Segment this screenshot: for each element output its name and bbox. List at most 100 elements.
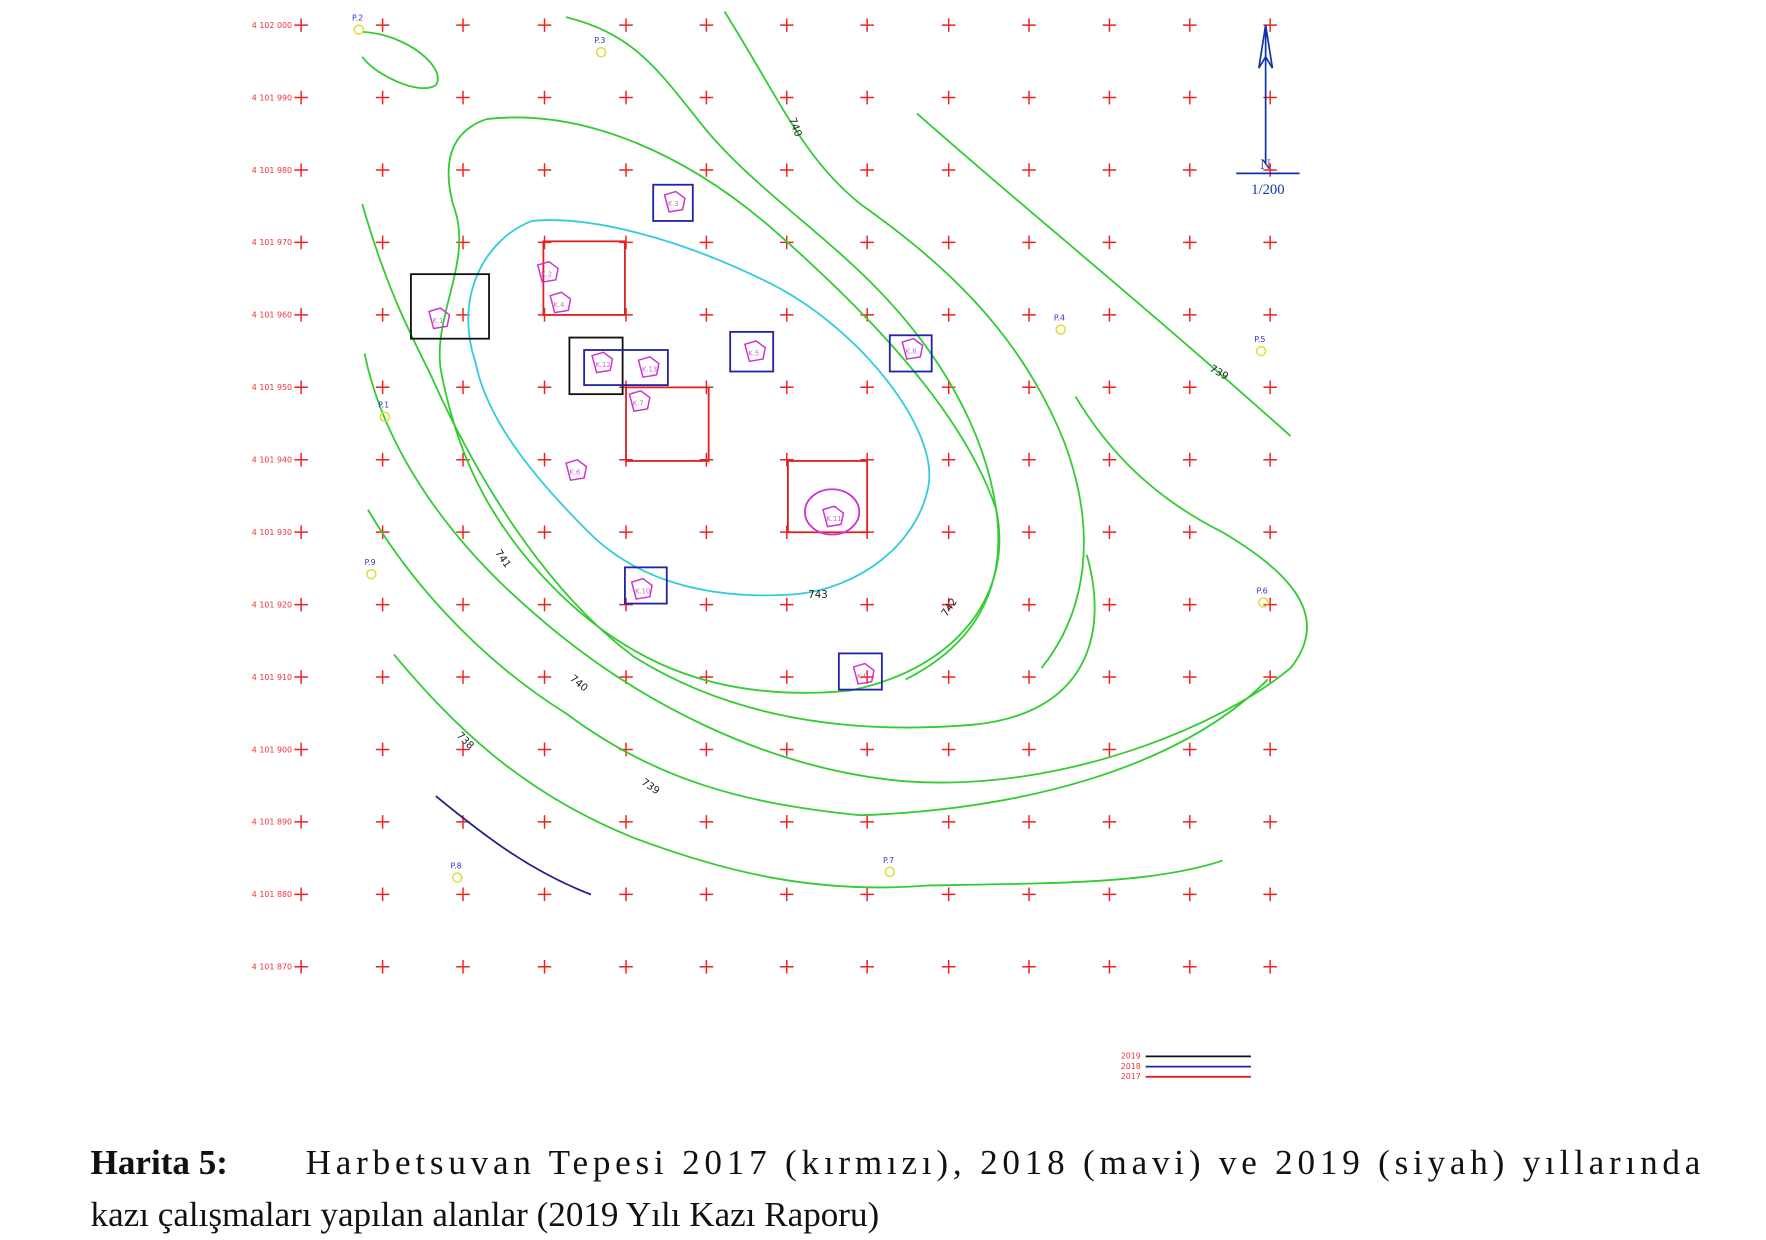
point-marker	[595, 47, 607, 58]
grid-cross	[294, 959, 308, 974]
caption-text: kazı çalışmaları yapılan alanlar (2019 Y…	[91, 1195, 880, 1234]
trench-feature	[536, 260, 559, 283]
trench-label: K.11	[826, 515, 841, 523]
grid-cross	[1022, 308, 1036, 322]
grid-cross	[860, 380, 874, 395]
grid-cross	[1263, 452, 1277, 467]
row-label: 4 101 880	[252, 890, 292, 899]
grid-cross	[941, 959, 956, 974]
caption-text: Harbetsuvan Tepesi 2017 (kırmızı), 2018 …	[306, 1143, 1701, 1182]
grid-cross	[619, 887, 633, 902]
grid-cross	[456, 959, 470, 974]
grid-cross	[619, 163, 633, 177]
row-label: 4 101 930	[252, 528, 292, 537]
trench-feature	[565, 459, 588, 482]
grid-cross	[537, 742, 552, 757]
grid-cross	[941, 452, 956, 467]
grid-cross	[860, 18, 874, 32]
row-label: 4 101 870	[252, 963, 292, 972]
grid-cross	[294, 887, 308, 902]
point-label: P.2	[352, 14, 363, 23]
grid-cross	[294, 670, 308, 684]
grid-cross	[941, 742, 956, 757]
grid-cross	[1102, 887, 1117, 902]
grid-cross	[1022, 18, 1036, 32]
grid-cross	[375, 380, 390, 395]
grid-cross	[941, 163, 956, 177]
point-label: P.8	[451, 861, 462, 870]
row-label: 4 102 000	[252, 21, 292, 30]
grid-cross	[941, 308, 956, 322]
trench-2017	[787, 460, 869, 534]
row-label: 4 101 970	[252, 238, 292, 247]
grid-cross	[941, 235, 956, 250]
grid-cross	[1182, 742, 1197, 757]
grid-cross	[1102, 597, 1117, 612]
grid-cross	[860, 670, 874, 684]
grid-cross	[375, 308, 390, 322]
point-marker	[1255, 345, 1267, 357]
contour-label: 743	[808, 590, 827, 601]
trenches	[410, 183, 933, 691]
grid-cross	[294, 235, 308, 250]
grid-cross	[537, 163, 552, 177]
grid-cross	[294, 452, 308, 467]
grid-cross	[1022, 742, 1036, 757]
grid-cross	[1102, 670, 1117, 684]
point-label: P.5	[1254, 335, 1265, 344]
contour	[393, 653, 1223, 889]
grid-cross	[1263, 235, 1277, 250]
trench-2018	[888, 334, 933, 373]
trench-feature	[591, 351, 614, 374]
row-label: 4 101 960	[252, 311, 292, 320]
north-label: N	[1260, 157, 1271, 173]
grid-cross	[1182, 887, 1197, 902]
contour-label: 740	[567, 673, 589, 694]
grid-cross	[294, 742, 308, 757]
grid-cross	[941, 90, 956, 105]
grid-cross	[699, 18, 714, 32]
grid-cross	[619, 815, 633, 829]
point-marker	[353, 24, 365, 35]
grid-cross	[699, 163, 714, 177]
point-marker	[1258, 597, 1269, 608]
grid-cross	[619, 525, 633, 539]
grid-cross	[1263, 163, 1277, 177]
trench-feature	[628, 389, 651, 412]
grid-cross	[294, 18, 308, 32]
trench-feature	[630, 577, 653, 600]
contour-label: 739	[639, 777, 661, 797]
grid-cross	[779, 308, 794, 322]
grid-cross	[1102, 163, 1117, 177]
row-label: 4 101 940	[252, 456, 292, 465]
trench-2018	[729, 330, 775, 373]
grid-cross	[537, 90, 552, 105]
grid-cross	[537, 452, 552, 467]
scale-label: 1/200	[1251, 182, 1285, 198]
grid-cross	[1182, 380, 1197, 395]
grid-cross	[860, 235, 874, 250]
contour	[438, 116, 1001, 694]
grid-cross	[1263, 308, 1277, 322]
grid-cross	[375, 742, 390, 757]
grid-cross	[1263, 597, 1277, 612]
grid-cross	[1182, 452, 1197, 467]
grid-cross	[294, 525, 308, 539]
grid-cross	[537, 959, 552, 974]
grid-cross	[294, 90, 308, 105]
grid-cross	[1022, 90, 1036, 105]
grid-cross	[619, 597, 633, 612]
trench-label: K.7	[633, 399, 644, 407]
grid-cross	[1263, 959, 1277, 974]
grid-cross	[375, 452, 390, 467]
grid-cross	[699, 525, 714, 539]
grid-cross	[779, 742, 794, 757]
grid-cross	[860, 959, 874, 974]
trench-2019	[568, 336, 624, 396]
trench-feature	[822, 505, 845, 528]
grid-cross	[1022, 452, 1036, 467]
contours	[361, 11, 1308, 896]
trench-label: K.1	[432, 317, 443, 325]
point-label: P.4	[1054, 314, 1065, 323]
contour-label: 742	[940, 597, 960, 619]
